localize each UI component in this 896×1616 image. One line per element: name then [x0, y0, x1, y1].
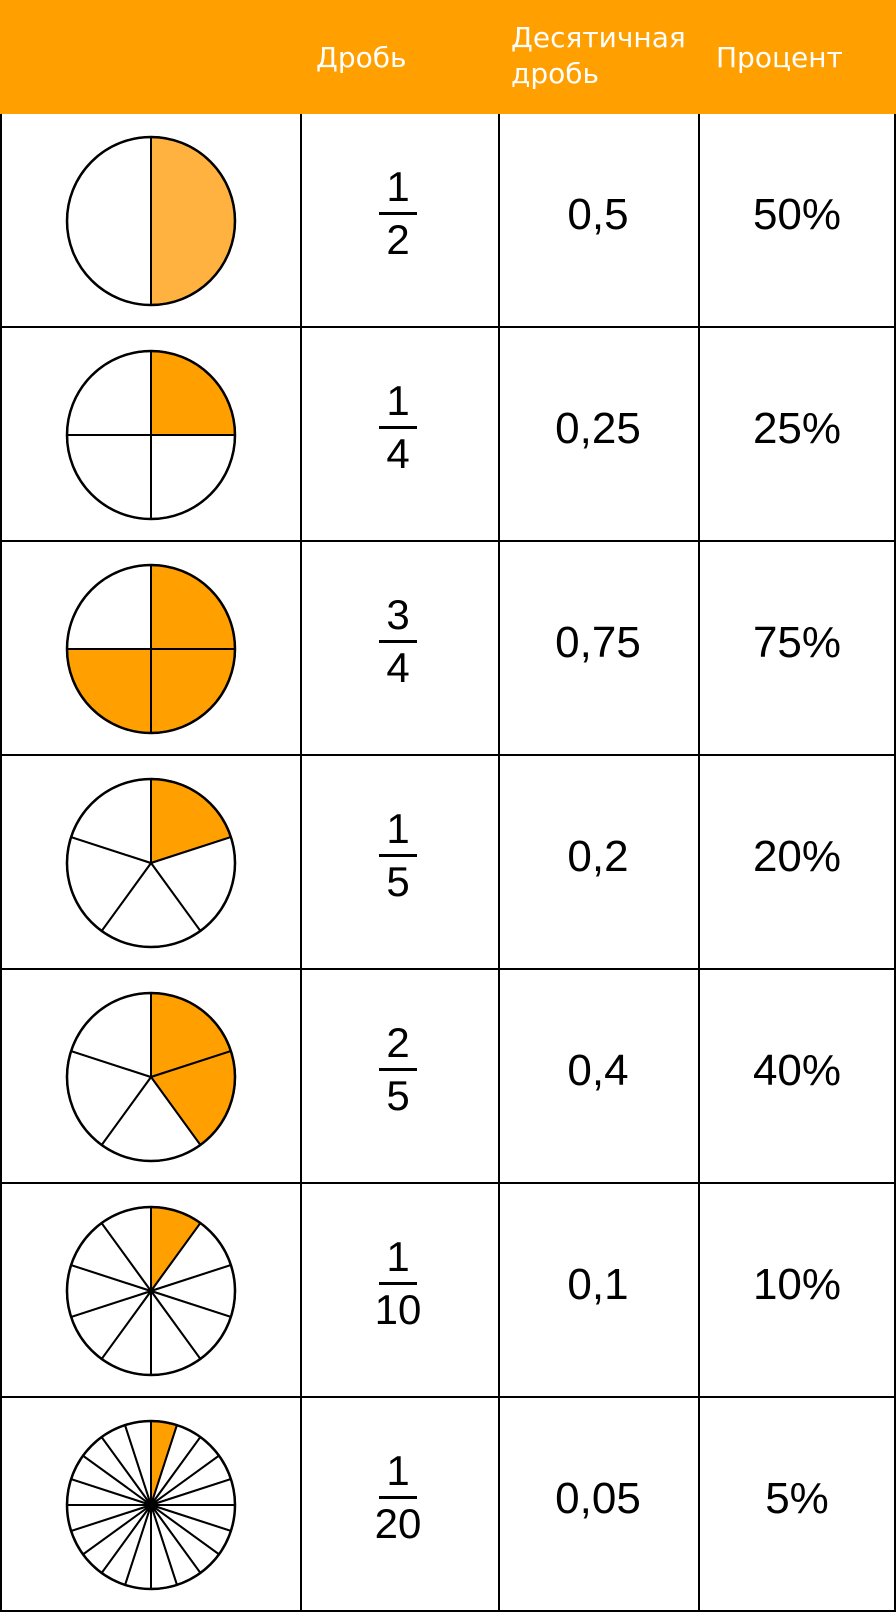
pie-outline	[65, 135, 237, 307]
pie-outline	[65, 991, 237, 1163]
pie-chart-icon	[65, 349, 237, 521]
fraction-bar	[379, 1496, 417, 1499]
decimal-value: 0,4	[567, 1046, 629, 1095]
table-divider-vertical	[0, 114, 2, 1612]
fraction-bar	[379, 1068, 417, 1071]
pie-slice-shaded	[150, 136, 236, 306]
percent-value: 75%	[752, 618, 842, 667]
header-decimal-line1: Десятичная	[511, 21, 686, 54]
table-divider-vertical	[698, 114, 700, 1612]
fraction-denominator: 4	[386, 644, 410, 691]
table-row: 1 5 0,2 20%	[0, 756, 896, 970]
pie-chart-icon	[65, 135, 237, 307]
table-divider-horizontal	[0, 1610, 896, 1612]
fraction-table: 1 2 0,5 50% 1 4 0,25 25% 3 4 0,75 75% 1 5 0,2 20% 2 5 0,4 4…	[0, 114, 896, 1616]
fraction-denominator: 20	[374, 1500, 422, 1547]
pie-chart-icon	[65, 777, 237, 949]
fraction-numerator: 1	[386, 805, 410, 852]
fraction-numerator: 1	[386, 1233, 410, 1280]
table-row: 1 10 0,1 10%	[0, 1184, 896, 1398]
table-divider-vertical	[300, 114, 302, 1612]
pie-chart-icon	[65, 991, 237, 1163]
header-fraction: Дробь	[316, 41, 407, 74]
fraction-numerator: 1	[386, 1447, 410, 1494]
table-row: 2 5 0,4 40%	[0, 970, 896, 1184]
pie-outline	[65, 777, 237, 949]
percent-value: 25%	[752, 404, 842, 453]
table-divider-horizontal	[0, 1396, 896, 1398]
percent-value: 50%	[752, 190, 842, 239]
header-decimal-line2: дробь	[511, 57, 600, 90]
fraction-bar	[379, 212, 417, 215]
fraction-denominator: 5	[386, 858, 410, 905]
pie-outline	[65, 349, 237, 521]
fraction-denominator: 10	[374, 1286, 422, 1333]
fraction-bar	[379, 640, 417, 643]
header-decimal: Десятичная дробь	[511, 20, 686, 92]
pie-chart-icon	[65, 1419, 237, 1591]
header-percent: Процент	[716, 41, 843, 74]
table-header: Дробь Десятичная дробь Процент	[0, 0, 896, 114]
pie-slice-empty	[66, 136, 152, 306]
decimal-value: 0,75	[555, 618, 641, 667]
table-row: 1 4 0,25 25%	[0, 328, 896, 542]
fraction-numerator: 1	[386, 377, 410, 424]
table-divider-horizontal	[0, 326, 896, 328]
pie-outline	[65, 563, 237, 735]
pie-outline	[65, 1419, 237, 1591]
table-row: 3 4 0,75 75%	[0, 542, 896, 756]
percent-value: 20%	[752, 832, 842, 881]
decimal-value: 0,1	[567, 1260, 629, 1309]
table-row: 1 2 0,5 50%	[0, 114, 896, 328]
pie-chart-icon	[65, 1205, 237, 1377]
table-divider-vertical	[894, 114, 896, 1612]
percent-value: 5%	[765, 1474, 829, 1523]
fraction-denominator: 2	[386, 216, 410, 263]
pie-outline	[65, 1205, 237, 1377]
fraction-value: 1 10	[300, 1234, 496, 1333]
table-row: 1 20 0,05 5%	[0, 1398, 896, 1612]
fraction-bar	[379, 1282, 417, 1285]
decimal-value: 0,25	[555, 404, 641, 453]
fraction-numerator: 1	[386, 163, 410, 210]
decimal-value: 0,2	[567, 832, 629, 881]
fraction-denominator: 4	[386, 430, 410, 477]
fraction-bar	[379, 854, 417, 857]
table-divider-vertical	[498, 114, 500, 1612]
table-divider-horizontal	[0, 1182, 896, 1184]
percent-value: 40%	[752, 1046, 842, 1095]
table-divider-horizontal	[0, 754, 896, 756]
decimal-value: 0,05	[555, 1474, 641, 1523]
table-divider-horizontal	[0, 540, 896, 542]
fraction-numerator: 3	[386, 591, 410, 638]
fraction-bar	[379, 426, 417, 429]
fraction-numerator: 2	[386, 1019, 410, 1066]
table-divider-horizontal	[0, 968, 896, 970]
pie-chart-icon	[65, 563, 237, 735]
percent-value: 10%	[752, 1260, 842, 1309]
fraction-denominator: 5	[386, 1072, 410, 1119]
fraction-value: 1 20	[300, 1448, 496, 1547]
decimal-value: 0,5	[567, 190, 629, 239]
